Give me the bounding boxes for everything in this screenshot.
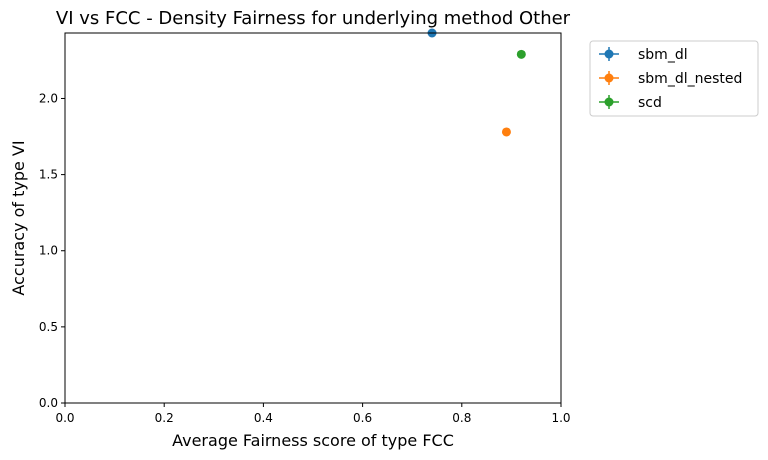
y-tick-label: 1.0 — [39, 244, 58, 258]
x-tick-label: 1.0 — [551, 411, 570, 425]
y-tick-label: 0.0 — [39, 396, 58, 410]
plot-frame — [64, 32, 562, 404]
y-tick-label: 0.5 — [39, 320, 58, 334]
y-axis-label: Accuracy of type VI — [9, 140, 28, 295]
legend-marker-dot — [604, 97, 614, 107]
legend-label: sbm_dl_nested — [638, 71, 742, 87]
legend-label: scd — [638, 95, 662, 111]
y-tick-label: 2.0 — [39, 91, 58, 105]
x-tick-label: 0.4 — [254, 411, 273, 425]
x-tick-label: 0.2 — [155, 411, 174, 425]
chart-title: VI vs FCC - Density Fairness for underly… — [56, 8, 571, 29]
x-axis-label: Average Fairness score of type FCC — [172, 431, 454, 450]
legend-marker-dot — [604, 73, 614, 83]
x-tick-label: 0.8 — [452, 411, 471, 425]
data-point-scd — [516, 49, 526, 59]
legend-label: sbm_dl — [638, 47, 688, 63]
plot-area — [427, 28, 526, 137]
data-point-sbm_dl_nested — [501, 127, 511, 137]
x-axis-ticks: 0.0 0.2 0.4 0.6 0.8 1.0 — [55, 403, 571, 425]
y-tick-label: 1.5 — [39, 168, 58, 182]
x-tick-label: 0.6 — [353, 411, 372, 425]
legend-box — [589, 40, 759, 117]
y-axis-ticks: 0.0 0.5 1.0 1.5 2.0 — [39, 91, 65, 410]
legend-marker-dot — [604, 49, 614, 59]
x-tick-label: 0.0 — [55, 411, 74, 425]
